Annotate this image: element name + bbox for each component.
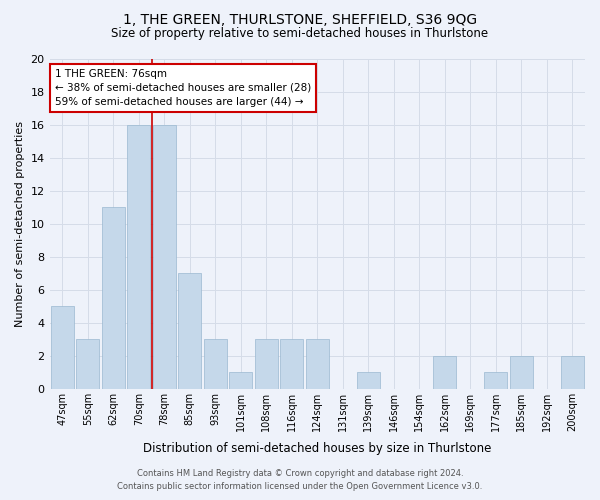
Bar <box>204 340 227 388</box>
Text: 1 THE GREEN: 76sqm
← 38% of semi-detached houses are smaller (28)
59% of semi-de: 1 THE GREEN: 76sqm ← 38% of semi-detache… <box>55 69 311 107</box>
Bar <box>229 372 252 388</box>
Bar <box>357 372 380 388</box>
Text: 1, THE GREEN, THURLSTONE, SHEFFIELD, S36 9QG: 1, THE GREEN, THURLSTONE, SHEFFIELD, S36… <box>123 12 477 26</box>
Bar <box>102 208 125 388</box>
Bar <box>153 125 176 388</box>
Bar <box>484 372 507 388</box>
Text: Contains HM Land Registry data © Crown copyright and database right 2024.
Contai: Contains HM Land Registry data © Crown c… <box>118 470 482 491</box>
Bar <box>561 356 584 388</box>
Bar <box>178 274 201 388</box>
Y-axis label: Number of semi-detached properties: Number of semi-detached properties <box>15 121 25 327</box>
Bar <box>255 340 278 388</box>
Bar <box>51 306 74 388</box>
Bar <box>433 356 456 388</box>
Bar <box>127 125 150 388</box>
Bar <box>510 356 533 388</box>
Bar <box>76 340 99 388</box>
Text: Size of property relative to semi-detached houses in Thurlstone: Size of property relative to semi-detach… <box>112 28 488 40</box>
X-axis label: Distribution of semi-detached houses by size in Thurlstone: Distribution of semi-detached houses by … <box>143 442 491 455</box>
Bar <box>280 340 303 388</box>
Bar <box>306 340 329 388</box>
